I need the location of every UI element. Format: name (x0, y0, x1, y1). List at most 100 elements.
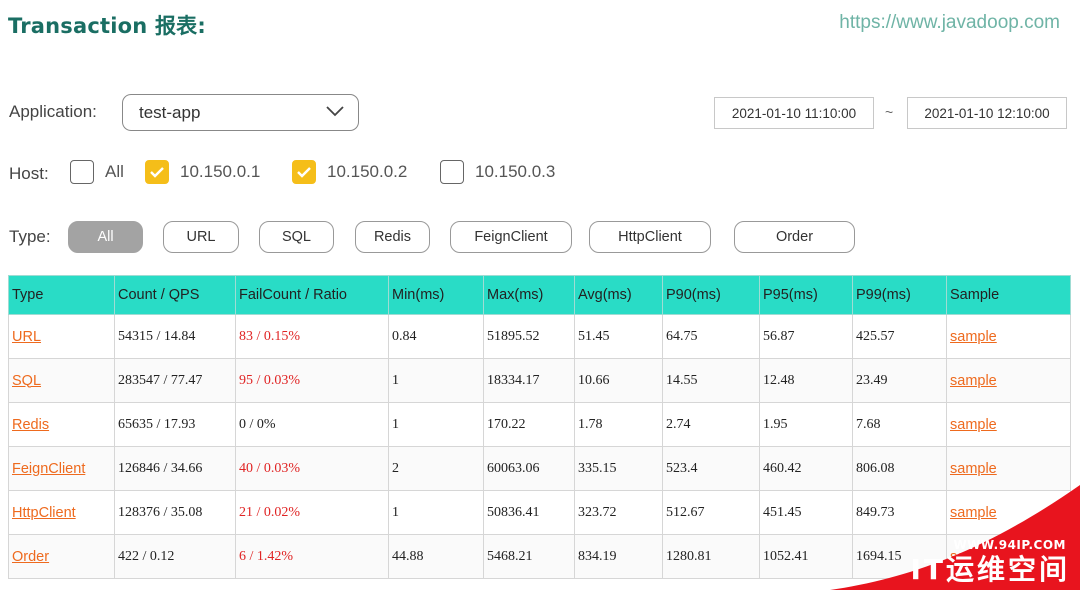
host-option-label: 10.150.0.2 (327, 162, 408, 181)
table-row: Redis 65635 / 17.93 0 / 0% 1 170.22 1.78 2.74 1… (8, 402, 1071, 447)
sample-link[interactable]: sample (950, 372, 997, 389)
host-option[interactable]: 10.150.0.2 (292, 160, 407, 184)
type-button-httpclient[interactable]: HttpClient (589, 221, 711, 253)
sample-link[interactable]: sample (950, 548, 997, 565)
table-cell: 806.08 (852, 446, 947, 491)
host-option[interactable]: 10.150.0.3 (440, 160, 555, 184)
start-time-input[interactable]: 2021-01-10 11:10:00 (714, 97, 874, 129)
type-cell: URL (8, 314, 115, 359)
table-cell: 1052.41 (759, 534, 853, 579)
table-cell: 50836.41 (483, 490, 575, 535)
table-cell: 323.72 (574, 490, 663, 535)
type-link[interactable]: SQL (12, 372, 42, 389)
sample-cell: sample (946, 534, 1071, 579)
table-cell: 40 / 0.03% (235, 446, 389, 491)
host-option[interactable]: All (70, 160, 124, 184)
table-row: URL 54315 / 14.84 83 / 0.15% 0.84 51895.52 51… (8, 314, 1071, 359)
type-cell: SQL (8, 358, 115, 403)
type-link[interactable]: URL (12, 328, 42, 345)
table-cell: 1 (388, 358, 484, 403)
type-link[interactable]: FeignClient (12, 460, 86, 477)
sample-link[interactable]: sample (950, 328, 997, 345)
transaction-report-table: Type Count / QPS FailCount / Ratio Min(ms) M… (8, 275, 1071, 579)
sample-link[interactable]: sample (950, 504, 997, 521)
type-button-all[interactable]: All (68, 221, 143, 253)
type-cell: FeignClient (8, 446, 115, 491)
sample-link[interactable]: sample (950, 416, 997, 433)
table-row: HttpClient 128376 / 35.08 21 / 0.02% 1 50836… (8, 490, 1071, 535)
table-cell: 51.45 (574, 314, 663, 359)
sample-cell: sample (946, 314, 1071, 359)
column-header: P90(ms) (662, 275, 760, 315)
table-cell: 834.19 (574, 534, 663, 579)
column-header: Count / QPS (114, 275, 236, 315)
column-header: FailCount / Ratio (235, 275, 389, 315)
table-cell: 1694.15 (852, 534, 947, 579)
chevron-down-icon (326, 106, 344, 117)
end-time-input[interactable]: 2021-01-10 12:10:00 (907, 97, 1067, 129)
column-header: P99(ms) (852, 275, 947, 315)
table-cell: 83 / 0.15% (235, 314, 389, 359)
table-cell: 1.95 (759, 402, 853, 447)
table-cell: 128376 / 35.08 (114, 490, 236, 535)
sample-cell: sample (946, 446, 1071, 491)
table-cell: 2.74 (662, 402, 760, 447)
host-label: Host: (9, 164, 49, 183)
type-cell: Order (8, 534, 115, 579)
table-cell: 422 / 0.12 (114, 534, 236, 579)
type-button-redis[interactable]: Redis (355, 221, 430, 253)
table-cell: 1.78 (574, 402, 663, 447)
type-link[interactable]: HttpClient (12, 504, 76, 521)
table-cell: 95 / 0.03% (235, 358, 389, 403)
table-cell: 64.75 (662, 314, 760, 359)
table-cell: 1 (388, 402, 484, 447)
table-cell: 5468.21 (483, 534, 575, 579)
column-header: P95(ms) (759, 275, 853, 315)
column-header: Avg(ms) (574, 275, 663, 315)
column-header: Min(ms) (388, 275, 484, 315)
table-row: Order 422 / 0.12 6 / 1.42% 44.88 5468.21 834.… (8, 534, 1071, 579)
table-cell: 23.49 (852, 358, 947, 403)
table-cell: 51895.52 (483, 314, 575, 359)
checkbox-checked-icon[interactable] (292, 160, 316, 184)
table-cell: 0 / 0% (235, 402, 389, 447)
table-cell: 523.4 (662, 446, 760, 491)
type-button-url[interactable]: URL (163, 221, 239, 253)
table-row: FeignClient 126846 / 34.66 40 / 0.03% 2 6006… (8, 446, 1071, 491)
table-cell: 425.57 (852, 314, 947, 359)
type-link[interactable]: Redis (12, 416, 50, 433)
type-button-order[interactable]: Order (734, 221, 855, 253)
table-cell: 65635 / 17.93 (114, 402, 236, 447)
table-cell: 21 / 0.02% (235, 490, 389, 535)
type-link[interactable]: Order (12, 548, 50, 565)
table-header-row: Type Count / QPS FailCount / Ratio Min(ms) M… (8, 275, 1071, 315)
checkbox-checked-icon[interactable] (145, 160, 169, 184)
sample-link[interactable]: sample (950, 460, 997, 477)
host-option-label: 10.150.0.3 (475, 162, 556, 181)
type-cell: HttpClient (8, 490, 115, 535)
table-cell: 126846 / 34.66 (114, 446, 236, 491)
type-button-sql[interactable]: SQL (259, 221, 334, 253)
time-range-separator: ~ (885, 104, 894, 120)
table-cell: 54315 / 14.84 (114, 314, 236, 359)
application-label: Application: (9, 102, 97, 121)
checkbox-unchecked-icon[interactable] (70, 160, 94, 184)
site-url: https://www.javadoop.com (839, 12, 1060, 33)
table-cell: 12.48 (759, 358, 853, 403)
page-title: Transaction 报表: (8, 14, 206, 38)
checkbox-unchecked-icon[interactable] (440, 160, 464, 184)
table-row: SQL 283547 / 77.47 95 / 0.03% 1 18334.17 10.6… (8, 358, 1071, 403)
host-option[interactable]: 10.150.0.1 (145, 160, 260, 184)
table-cell: 451.45 (759, 490, 853, 535)
table-cell: 1280.81 (662, 534, 760, 579)
table-cell: 18334.17 (483, 358, 575, 403)
table-body: URL 54315 / 14.84 83 / 0.15% 0.84 51895.52 51… (8, 314, 1071, 579)
type-button-feignclient[interactable]: FeignClient (450, 221, 572, 253)
application-select[interactable]: test-app (122, 94, 359, 131)
column-header: Type (8, 275, 115, 315)
type-cell: Redis (8, 402, 115, 447)
table-cell: 283547 / 77.47 (114, 358, 236, 403)
table-cell: 0.84 (388, 314, 484, 359)
sample-cell: sample (946, 490, 1071, 535)
table-cell: 10.66 (574, 358, 663, 403)
